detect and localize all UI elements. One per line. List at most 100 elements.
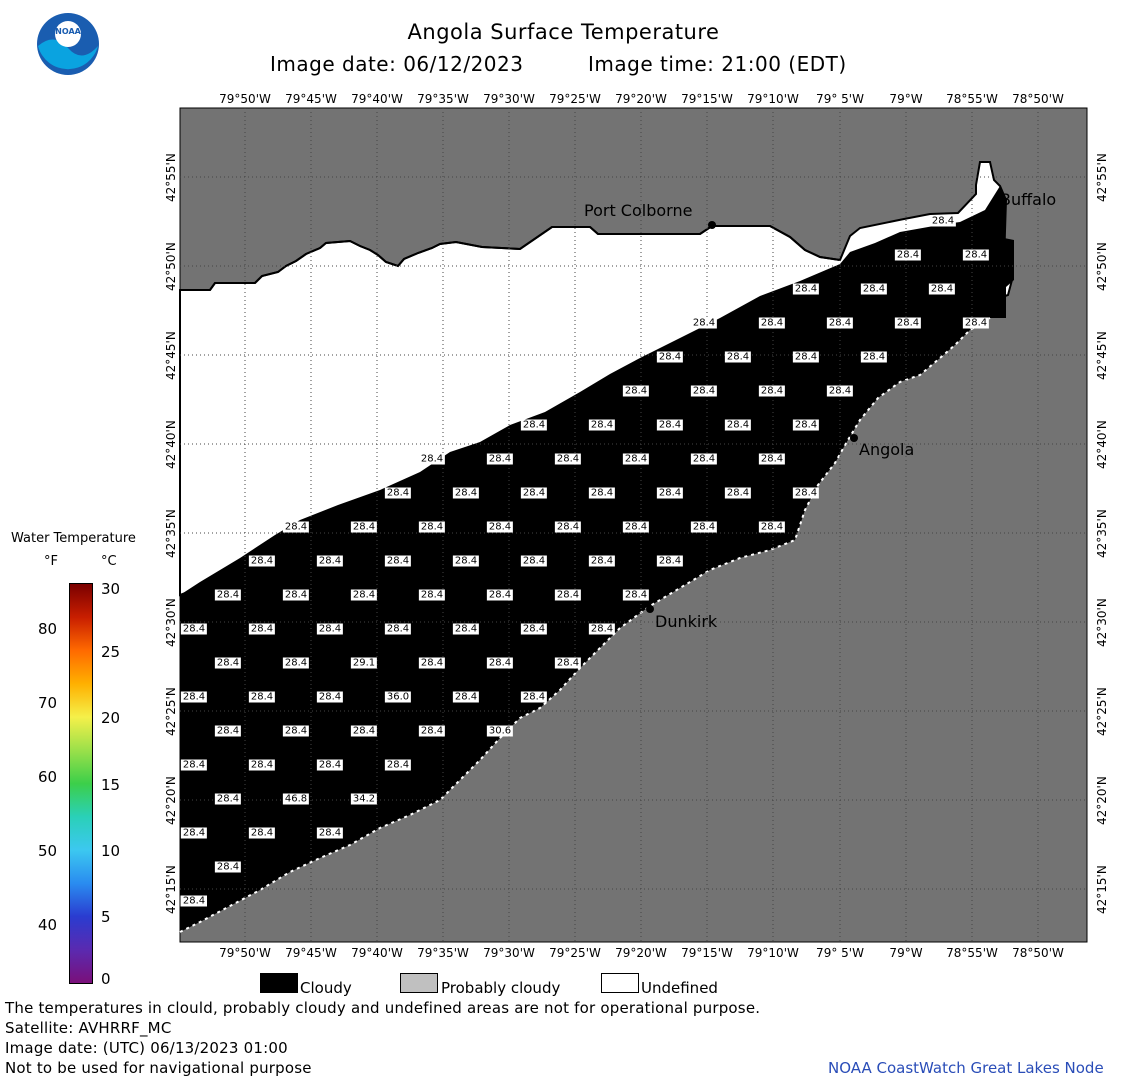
temperature-value: 28.4 [929,215,957,227]
colorbar-c-tick: 0 [101,970,111,988]
longitude-label: 79°W [889,92,923,106]
colorbar-c-tick: 30 [101,580,121,598]
temperature-value: 28.4 [588,487,616,499]
temperature-value: 28.4 [418,725,446,737]
temperature-value: 28.4 [758,385,786,397]
temperature-value: 28.4 [860,351,888,363]
temperature-value: 28.4 [214,589,242,601]
temperature-value: 28.4 [554,521,582,533]
longitude-label: 79°40'W [351,946,403,960]
temperature-value: 46.8 [282,793,310,805]
temperature-value: 28.4 [384,555,412,567]
temperature-value: 28.4 [316,623,344,635]
temperature-value: 34.2 [350,793,378,805]
longitude-label: 79°20'W [615,946,667,960]
colorbar-f-tick: 40 [38,916,58,934]
disclaimer-text: The temperatures in clould, probably clo… [5,999,761,1017]
colorbar-c-tick: 25 [101,643,121,661]
temperature-value: 28.4 [690,385,718,397]
temperature-value: 28.4 [962,249,990,261]
colorbar-c-tick: 5 [101,908,111,926]
colorbar-unit-c: °C [101,554,117,569]
temperature-value: 28.4 [724,487,752,499]
latitude-label: 42°45'N [1095,331,1109,380]
temperature-value: 28.4 [214,725,242,737]
temperature-value: 28.4 [282,589,310,601]
temperature-value: 28.4 [690,317,718,329]
temperature-value: 28.4 [248,827,276,839]
latitude-label: 42°40'N [164,420,178,469]
temperature-value: 28.4 [894,249,922,261]
temperature-value: 28.4 [792,487,820,499]
temperature-value: 28.4 [826,385,854,397]
temperature-value: 28.4 [316,759,344,771]
longitude-label: 79° 5'W [816,92,864,106]
temperature-value: 28.4 [962,317,990,329]
longitude-label: 79°30'W [483,946,535,960]
temperature-value: 28.4 [758,453,786,465]
temperature-value: 30.6 [486,725,514,737]
colorbar-title: Water Temperature [11,531,136,546]
temperature-value: 28.4 [418,453,446,465]
temperature-value: 28.4 [656,487,684,499]
temperature-value: 28.4 [554,657,582,669]
longitude-label: 78°55'W [946,946,998,960]
temperature-value: 28.4 [588,555,616,567]
temperature-value: 28.4 [520,419,548,431]
temperature-value: 28.4 [180,895,208,907]
latitude-label: 42°35'N [164,509,178,558]
latitude-label: 42°30'N [1095,598,1109,647]
temperature-value: 28.4 [486,453,514,465]
colorbar-f-tick: 50 [38,842,58,860]
temperature-value: 28.4 [622,385,650,397]
longitude-label: 79°W [889,946,923,960]
temperature-value: 28.4 [452,623,480,635]
legend-probably-cloudy-swatch [400,973,438,993]
temperature-value: 28.4 [350,725,378,737]
port-colborne-marker [708,221,716,229]
legend-cloudy-swatch [260,973,298,993]
latitude-label: 42°25'N [1095,687,1109,736]
temperature-value: 28.4 [656,555,684,567]
temperature-value: 28.4 [180,759,208,771]
temperature-value: 28.4 [690,521,718,533]
latitude-label: 42°50'N [1095,242,1109,291]
temperature-value: 28.4 [724,351,752,363]
longitude-label: 78°50'W [1012,92,1064,106]
longitude-label: 79°25'W [549,92,601,106]
temperature-value: 28.4 [622,453,650,465]
latitude-label: 42°15'N [1095,865,1109,914]
colorbar-c-tick: 15 [101,776,121,794]
label-dunkirk: Dunkirk [655,612,718,631]
temperature-value: 28.4 [758,317,786,329]
label-angola: Angola [859,440,915,459]
longitude-label: 79°10'W [747,92,799,106]
longitude-label: 78°55'W [946,92,998,106]
legend-undefined-swatch [601,973,639,993]
credit-text: NOAA CoastWatch Great Lakes Node [828,1059,1104,1077]
angola-marker [850,434,858,442]
longitude-label: 79° 5'W [816,946,864,960]
temperature-value: 28.4 [554,453,582,465]
temperature-value: 28.4 [214,861,242,873]
dunkirk-marker [646,605,654,613]
latitude-label: 42°40'N [1095,420,1109,469]
latitude-label: 42°30'N [164,598,178,647]
temperature-value: 28.4 [928,283,956,295]
temperature-value: 28.4 [180,691,208,703]
temperature-value: 28.4 [554,589,582,601]
temperature-value: 28.4 [350,521,378,533]
longitude-label: 79°45'W [285,946,337,960]
temperature-value: 28.4 [758,521,786,533]
page-title: Angola Surface Temperature [407,20,720,44]
temperature-value: 28.4 [384,623,412,635]
temperature-value: 28.4 [282,521,310,533]
satellite-text: Satellite: AVHRRF_MC [5,1019,172,1037]
image-date: Image date: 06/12/2023 [270,52,524,76]
latitude-label: 42°50'N [164,242,178,291]
colorbar [69,583,93,984]
longitude-label: 78°50'W [1012,946,1064,960]
temperature-value: 28.4 [486,521,514,533]
temperature-value: 28.4 [452,487,480,499]
temperature-value: 28.4 [248,555,276,567]
